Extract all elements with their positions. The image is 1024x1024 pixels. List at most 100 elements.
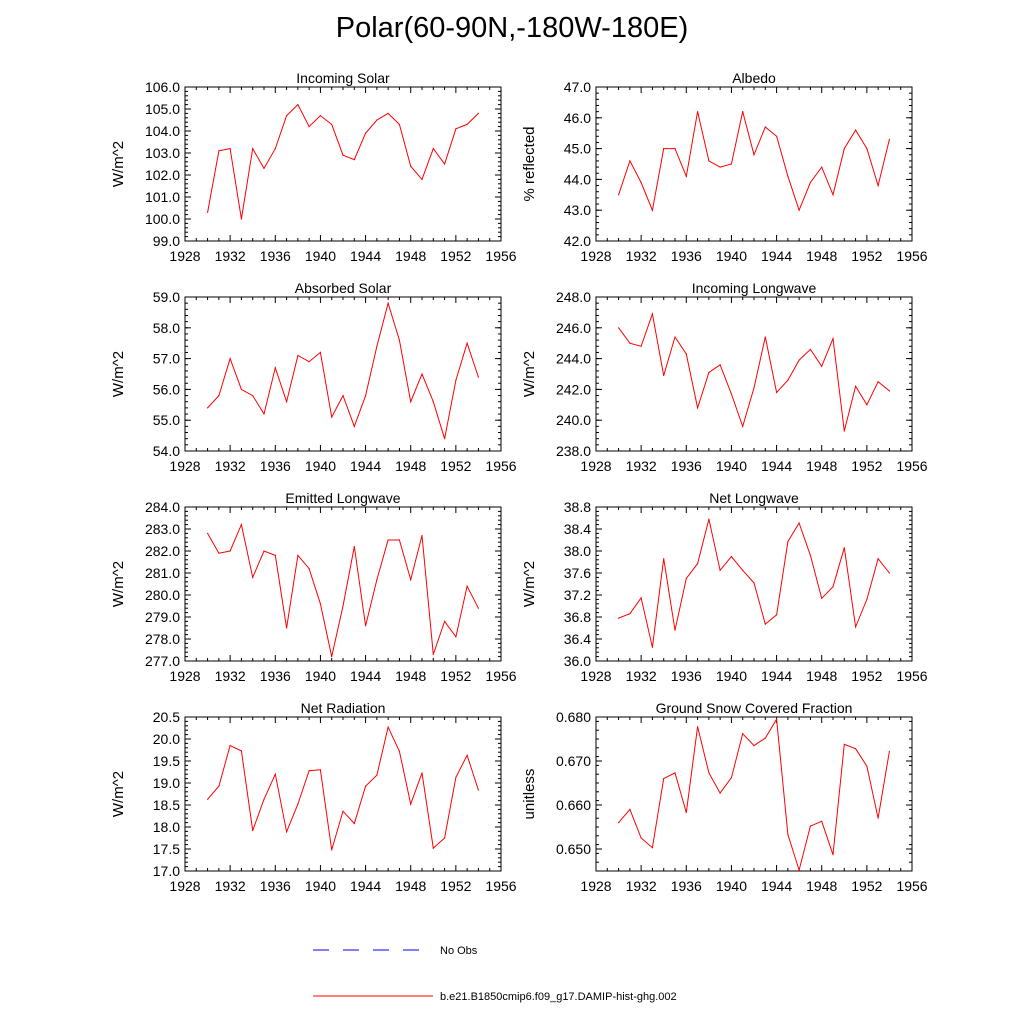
data-point [787, 379, 789, 381]
panel-title: Incoming Solar [296, 70, 390, 86]
data-point [342, 605, 344, 607]
data-point [629, 160, 631, 162]
data-point [398, 123, 400, 125]
data-point [730, 555, 733, 558]
data-point [640, 181, 642, 184]
x-tick-label: 1936 [671, 458, 702, 474]
legend-obs-label: No Obs [440, 945, 478, 957]
y-tick-label: 277.0 [145, 653, 180, 669]
x-tick-label: 1944 [761, 458, 792, 474]
panel-title: Net Radiation [301, 700, 386, 716]
data-point [240, 218, 242, 220]
x-tick-label: 1932 [215, 458, 246, 474]
y-tick-label: 57.0 [153, 351, 180, 367]
y-tick-label: 279.0 [145, 609, 180, 625]
data-point [365, 132, 367, 134]
data-point [866, 598, 868, 601]
y-tick-label: 36.0 [564, 653, 591, 669]
x-tick-label: 1940 [716, 668, 747, 684]
y-tick-label: 38.0 [564, 543, 591, 559]
data-point [697, 726, 699, 728]
y-axis-label: W/m^2 [521, 561, 538, 607]
data-point [274, 554, 276, 557]
data-point [809, 348, 812, 350]
data-point [398, 539, 400, 541]
data-point [263, 413, 265, 415]
data-point [286, 831, 288, 833]
data-point [218, 150, 220, 152]
y-tick-label: 99.0 [153, 233, 180, 249]
panel-title: Net Longwave [709, 490, 799, 506]
panel-7: Net Radiation W/m^2 1928 1932 1936 1940 1944 19… [110, 700, 517, 894]
data-point [798, 522, 800, 524]
data-point [776, 135, 778, 137]
y-tick-label: 20.0 [153, 731, 180, 747]
data-point [888, 750, 891, 752]
x-tick-label: 1944 [350, 248, 381, 264]
data-point [719, 166, 721, 168]
legend-model-label: b.e21.B1850cmip6.f09_g17.DAMIP-hist-ghg.… [440, 991, 677, 1003]
y-tick-label: 17.0 [153, 863, 180, 879]
data-point [651, 847, 654, 849]
data-point [629, 342, 631, 344]
data-point [787, 833, 789, 836]
data-point [629, 808, 631, 811]
x-tick-label: 1948 [806, 248, 837, 264]
data-point [353, 822, 355, 825]
y-tick-label: 42.0 [564, 233, 591, 249]
data-point [444, 620, 446, 623]
data-point [730, 163, 733, 165]
x-tick-label: 1952 [440, 458, 471, 474]
data-point [730, 393, 733, 395]
x-tick-label: 1956 [896, 668, 927, 684]
data-point [640, 597, 642, 599]
data-point [888, 390, 891, 392]
data-point [252, 829, 254, 832]
data-point [229, 358, 231, 360]
data-point [342, 154, 344, 156]
data-point [832, 338, 834, 340]
data-point [618, 194, 620, 196]
y-axis-label: % reflected [521, 126, 538, 201]
panel-4: Incoming Longwave W/m^2 1928 1932 1936 1940 19… [521, 280, 928, 474]
x-tick-label: 1944 [350, 458, 381, 474]
data-point [432, 401, 434, 403]
data-point [398, 339, 400, 341]
data-point [477, 607, 479, 609]
x-tick-label: 1940 [716, 458, 747, 474]
data-point [308, 361, 310, 363]
series-line [207, 103, 479, 220]
x-tick-label: 1932 [626, 668, 657, 684]
x-tick-label: 1936 [671, 668, 702, 684]
data-point [331, 123, 333, 125]
panel-title: Incoming Longwave [692, 280, 817, 296]
y-tick-label: 36.4 [564, 631, 591, 647]
x-tick-label: 1936 [671, 248, 702, 264]
data-point [319, 603, 321, 605]
data-point [240, 524, 242, 526]
plot-frame [184, 506, 502, 662]
chart-grid: Incoming Solar W/m^2 1928 1932 1936 1940 1944 1… [110, 70, 928, 894]
y-tick-label: 38.8 [564, 499, 591, 515]
data-point [674, 148, 676, 150]
data-point [263, 550, 265, 552]
data-point [387, 112, 389, 114]
data-point [832, 854, 834, 856]
data-point [432, 653, 434, 656]
series-line [207, 522, 479, 657]
x-tick-label: 1944 [761, 668, 792, 684]
panel-2: Albedo % reflected 1928 1932 1936 1940 1944 194… [521, 70, 928, 264]
data-point [866, 404, 868, 406]
x-tick-label: 1948 [395, 668, 426, 684]
main-title: Polar(60-90N,-180W-180E) [335, 12, 689, 44]
data-point [843, 743, 845, 745]
data-point [229, 745, 231, 747]
x-tick-label: 1932 [215, 668, 246, 684]
data-point [843, 547, 845, 549]
data-point [387, 539, 389, 541]
data-point [787, 175, 789, 177]
data-point [640, 837, 642, 839]
data-point [877, 381, 879, 383]
data-point [319, 769, 321, 771]
y-tick-label: 0.650 [556, 841, 591, 857]
